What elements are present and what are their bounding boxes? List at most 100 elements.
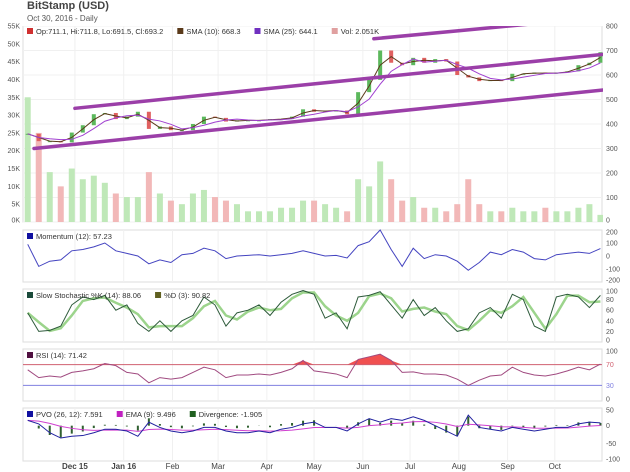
legend-swatch	[331, 28, 338, 34]
indicator-tick-label: 50	[606, 408, 614, 415]
x-tick-label: May	[307, 462, 322, 471]
price-tick-label: 300	[606, 146, 618, 153]
volume-bar	[123, 197, 130, 222]
volume-bar	[564, 211, 571, 222]
indicator-tick-label: 20	[606, 329, 614, 336]
divergence-bar	[434, 425, 437, 430]
divergence-bar	[136, 425, 139, 431]
volume-bar	[134, 197, 141, 222]
stochastic-k-line	[27, 290, 601, 333]
volume-bar	[421, 207, 428, 222]
volume-bar	[597, 214, 604, 222]
volume-bar	[256, 211, 263, 222]
legend-label: PVO (26, 12): 7.591	[36, 410, 103, 419]
volume-bar	[377, 161, 384, 222]
volume-bar	[575, 207, 582, 222]
divergence-bar	[202, 423, 205, 426]
legend-label: Momentum (12): 57.23	[36, 232, 112, 241]
divergence-bar	[313, 420, 316, 426]
price-tick-label: 600	[606, 73, 618, 80]
divergence-bar	[522, 425, 525, 428]
volume-bar	[222, 200, 229, 222]
indicator-tick-label: 100	[606, 289, 618, 296]
trendline	[73, 49, 630, 111]
volume-bar	[233, 204, 240, 222]
legend-label: RSI (14): 71.42	[36, 351, 87, 360]
volume-tick-label: 55K	[8, 24, 21, 31]
legend-label: SMA (25): 644.1	[264, 27, 318, 36]
divergence-bar	[588, 421, 591, 426]
divergence-bar	[500, 425, 503, 430]
volume-tick-label: 20K	[8, 148, 21, 155]
legend-label: %D (3): 90.82	[164, 291, 210, 300]
volume-bar	[553, 211, 560, 222]
divergence-bar	[599, 423, 602, 426]
divergence-bar	[213, 423, 216, 426]
x-tick-label: Jan 16	[111, 462, 136, 471]
divergence-bar	[191, 425, 194, 427]
volume-tick-label: 45K	[8, 59, 21, 66]
chart-subtitle: Oct 30, 2016 - Daily	[27, 14, 98, 23]
legend-swatch	[27, 352, 33, 358]
divergence-bar	[280, 424, 283, 426]
x-tick-label: Jul	[405, 462, 415, 471]
volume-bar	[443, 211, 450, 222]
volume-bar	[46, 172, 53, 222]
x-tick-label: Oct	[549, 462, 562, 471]
indicator-tick-label: -100	[606, 267, 620, 274]
divergence-bar	[269, 425, 272, 428]
indicator-tick-label: -200	[606, 278, 620, 285]
indicator-tick-label: 0	[606, 397, 610, 404]
indicator-tick-label: 70	[606, 362, 614, 369]
volume-bar	[68, 168, 75, 222]
divergence-bar	[81, 425, 84, 432]
volume-bar	[531, 211, 538, 222]
legend-swatch	[27, 411, 33, 417]
volume-bar	[465, 179, 472, 222]
legend-swatch	[116, 411, 123, 417]
volume-bar	[542, 207, 549, 222]
volume-bar	[300, 200, 307, 222]
price-tick-label: 200	[606, 171, 618, 178]
indicator-tick-label: 0	[606, 254, 610, 261]
legend-swatch	[155, 292, 162, 298]
volume-tick-label: 25K	[8, 130, 21, 137]
volume-bar	[344, 211, 351, 222]
indicator-tick-label: 100	[606, 349, 618, 356]
header-mask	[0, 0, 630, 26]
indicator-tick-label: -50	[606, 441, 616, 448]
divergence-bar	[125, 425, 128, 427]
divergence-bar	[291, 422, 294, 426]
trendline	[32, 86, 620, 151]
x-tick-label: Mar	[211, 462, 225, 471]
divergence-bar	[401, 423, 404, 426]
volume-bar	[79, 179, 86, 222]
indicator-tick-label: 30	[606, 383, 614, 390]
volume-bar	[355, 179, 362, 222]
volume-bar	[520, 211, 527, 222]
divergence-bar	[302, 420, 305, 426]
volume-bar	[57, 186, 64, 222]
legend-label: SMA (10): 668.3	[186, 27, 240, 36]
right-mask	[603, 0, 630, 223]
divergence-bar	[59, 425, 62, 438]
legend-swatch	[27, 233, 33, 239]
divergence-bar	[544, 425, 547, 427]
divergence-bar	[555, 424, 558, 426]
indicator-tick-label: 100	[606, 241, 618, 248]
price-tick-label: 500	[606, 97, 618, 104]
volume-bar	[244, 211, 251, 222]
volume-tick-label: 0K	[11, 218, 20, 225]
divergence-bar	[224, 425, 227, 428]
x-tick-label: Aug	[452, 462, 466, 471]
price-tick-label: 0	[606, 218, 610, 225]
legend-swatch	[27, 292, 33, 298]
legend-label: Divergence: -1.905	[199, 410, 262, 419]
volume-bar	[586, 204, 593, 222]
divergence-bar	[467, 416, 470, 426]
legend-label: EMA (9): 9.496	[126, 410, 176, 419]
divergence-bar	[346, 425, 349, 429]
volume-bar	[211, 197, 218, 222]
volume-tick-label: 35K	[8, 95, 21, 102]
